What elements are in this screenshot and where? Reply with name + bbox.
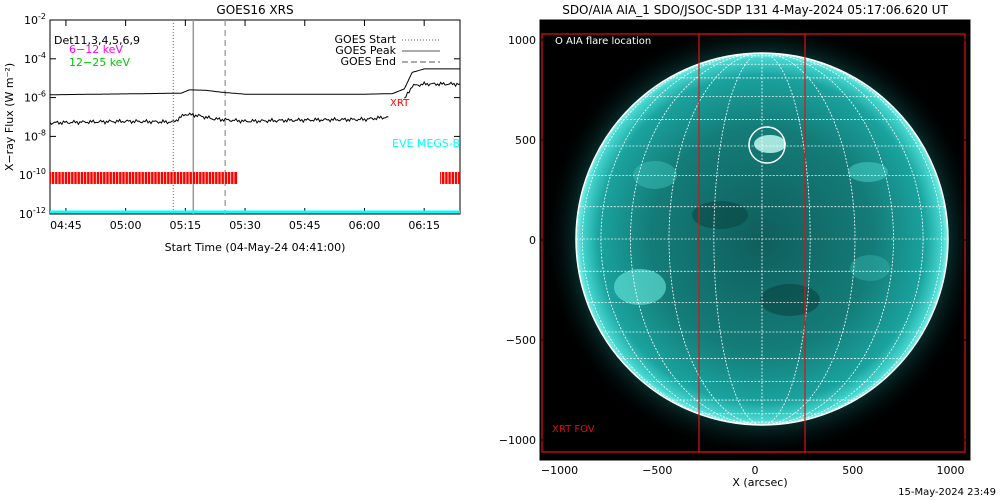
goes-x-ticks: 04:45 05:00 05:15 05:30 05:45 06:00 06:15 [50,20,440,232]
flare-location-label: O AIA flare location [555,36,651,47]
aia-x-tick-label: −1000 [541,464,578,477]
goes-chart-title: GOES16 XRS [216,3,293,17]
aia-x-ticks: −1000 −500 0 500 1000 [541,20,964,477]
goes-series-line [49,112,389,126]
goes-curves [49,68,461,126]
xrt-label: XRT [390,98,410,109]
xrt-fov-label: XRT FOV [552,424,595,435]
goes-x-tick-label: 05:45 [289,219,321,232]
goes-x-axis-label: Start Time (04-May-24 04:41:00) [165,241,346,254]
goes-y-tick-label: 10-10 [19,167,46,182]
legend-goes-peak: GOES Peak [335,44,396,57]
aia-title: SDO/AIA AIA_1 SDO/JSOC-SDP 131 4-May-202… [562,3,948,17]
longitude-line [600,53,763,425]
legend-goes-end: GOES End [340,55,396,68]
xrt-coverage-segment [50,172,238,184]
aia-x-axis-label: X (arcsec) [732,476,787,489]
longitude-line [761,53,924,425]
goes-y-tick-label: 10-12 [19,206,46,221]
xrt-coverage-segment [440,172,460,184]
aia-image-panel: SDO/AIA AIA_1 SDO/JSOC-SDP 131 4-May-202… [499,3,971,489]
goes-y-tick-label: 10-6 [24,90,46,105]
goes-series-line [404,80,461,99]
footer-timestamp: 15-May-2024 23:49 [898,487,996,498]
aia-x-tick-label: −500 [642,464,672,477]
longitude-line [761,53,811,425]
longitude-line [668,53,763,425]
xrt-coverage-bars [50,172,460,184]
goes-series-line [49,68,460,96]
goes-y-axis-label: X−ray Flux (W m⁻²) [3,63,16,171]
aia-x-tick-label: 0 [752,464,759,477]
aia-x-tick-label: 500 [842,464,863,477]
goes-x-tick-label: 05:30 [229,219,261,232]
goes-y-tick-label: 10-4 [24,51,46,66]
legend-goes-start: GOES Start [335,33,397,46]
xrt-fov-box-inner [698,33,806,453]
aia-x-tick-label: 1000 [936,464,964,477]
goes-legend: GOES Start GOES Peak GOES End [335,33,440,68]
goes-x-tick-label: 05:15 [169,219,201,232]
goes-x-tick-label: 06:15 [408,219,440,232]
goes-x-tick-label: 05:00 [110,219,142,232]
flare-location-circle [748,126,786,164]
aia-y-tick-label: −1000 [499,434,536,447]
det-label: Det11,3,4,5,6,9 [54,34,140,47]
solar-limb [575,52,949,426]
goes-x-tick-label: 06:00 [349,219,381,232]
aia-y-tick-label: 500 [515,134,536,147]
aia-y-tick-label: 0 [529,234,536,247]
goes-x-tick-label: 04:45 [50,219,82,232]
aia-y-tick-label: 1000 [508,34,536,47]
goes-plot-frame [49,19,461,215]
longitude-line [713,53,763,425]
band-label-12-25: 12−25 keV [69,56,130,69]
eve-megs-label: EVE MEGS-B [392,137,460,150]
active-regions [614,135,890,316]
goes-y-tick-label: 10-2 [24,12,46,27]
band-label-6-12: 6−12 keV [69,43,123,56]
longitude-line [581,53,763,425]
goes-y-tick-label: 10-8 [24,128,46,143]
aia-y-ticks: 1000 500 0 −500 −1000 [499,34,970,447]
aia-y-tick-label: −500 [506,334,536,347]
longitude-line [761,53,943,425]
goes-xrs-chart: GOES16 XRS 10-12 10-10 10-8 10-6 10-4 10-2 04… [3,3,461,254]
